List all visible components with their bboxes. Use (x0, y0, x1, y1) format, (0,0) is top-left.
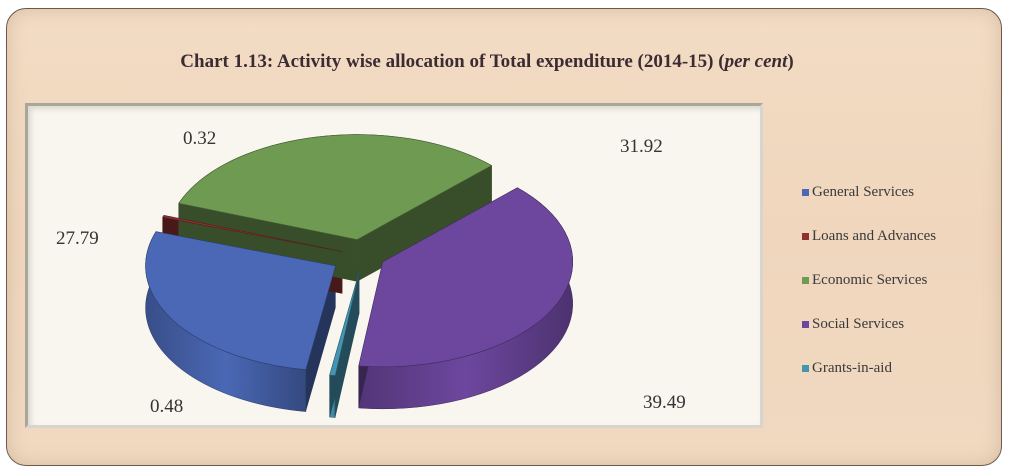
legend-item-loans-and-advances: Loans and Advances (802, 214, 992, 258)
grants-in-aid-data-label: 0.48 (150, 396, 183, 417)
legend: General Services Loans and Advances Econom… (802, 170, 992, 390)
plot-area: 27.79 0.32 31.92 39.49 0.48 (25, 103, 763, 428)
loans-and-advances-data-label: 0.32 (183, 128, 216, 149)
legend-item-general-services: General Services (802, 170, 992, 214)
legend-swatch-grants-in-aid (802, 364, 809, 372)
legend-swatch-general-services (802, 188, 809, 196)
grants-in-aid-slice (329, 271, 360, 376)
legend-label-social-services: Social Services (812, 315, 905, 332)
economic-services-slice-wall-end (357, 165, 492, 282)
legend-item-social-services: Social Services (802, 302, 992, 346)
legend-label-loans-and-advances: Loans and Advances (812, 227, 937, 244)
pie-chart: 27.79 0.32 31.92 39.49 0.48 (56, 128, 686, 418)
general-services-slice (145, 231, 336, 370)
general-services-data-label: 27.79 (56, 228, 99, 249)
legend-swatch-social-services (802, 320, 809, 328)
loans-and-advances-slice (162, 214, 343, 252)
social-services-data-label: 39.49 (643, 392, 686, 413)
legend-item-grants-in-aid: Grants-in-aid (802, 346, 992, 390)
chart-title: Chart 1.13: Activity wise allocation of … (180, 51, 794, 72)
grants-in-aid-slice-wall-end (329, 271, 360, 418)
legend-swatch-economic-services (802, 276, 809, 284)
legend-label-grants-in-aid: Grants-in-aid (812, 359, 892, 376)
economic-services-slice (178, 134, 493, 240)
legend-label-general-services: General Services (812, 183, 915, 200)
economic-services-data-label: 31.92 (620, 136, 663, 157)
social-services-slice (358, 187, 573, 368)
legend-item-economic-services: Economic Services (802, 258, 992, 302)
legend-label-economic-services: Economic Services (812, 271, 928, 288)
legend-swatch-loans-and-advances (802, 232, 809, 240)
